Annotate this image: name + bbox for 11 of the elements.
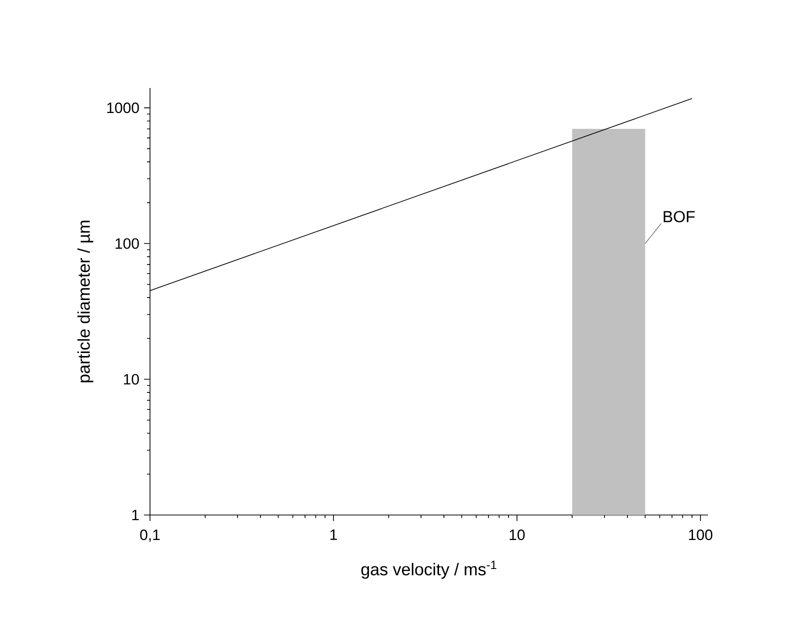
x-tick-label: 0,1 <box>140 530 160 542</box>
y-tick-label: 10 <box>124 374 139 385</box>
y-axis-title: particle diameter / µm <box>77 220 94 382</box>
y-tick-label: 1000 <box>107 102 139 114</box>
x-tick-label: 1 <box>330 530 337 540</box>
annotation: BOF <box>664 210 695 222</box>
x-axis-title: gas velocity / ms$^{-1}$ <box>361 560 496 579</box>
y-tick-label: 1 <box>132 510 139 520</box>
y-tick-label: 100 <box>116 238 139 249</box>
x-tick-label: 100 <box>689 530 712 540</box>
x-tick-label: 10 <box>510 530 525 540</box>
